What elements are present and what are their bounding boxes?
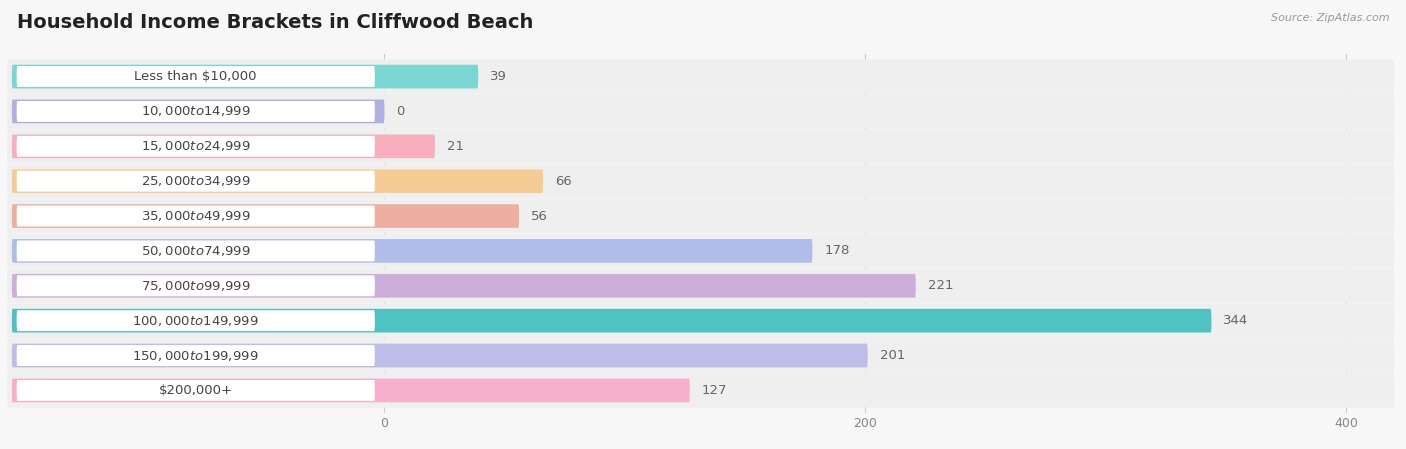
- FancyBboxPatch shape: [17, 206, 375, 226]
- Text: 21: 21: [447, 140, 464, 153]
- FancyBboxPatch shape: [11, 134, 434, 158]
- FancyBboxPatch shape: [17, 241, 375, 261]
- FancyBboxPatch shape: [11, 100, 384, 123]
- FancyBboxPatch shape: [7, 269, 1395, 303]
- FancyBboxPatch shape: [17, 380, 375, 401]
- Text: 178: 178: [824, 244, 849, 257]
- Text: 344: 344: [1223, 314, 1249, 327]
- FancyBboxPatch shape: [11, 379, 690, 402]
- Text: $150,000 to $199,999: $150,000 to $199,999: [132, 348, 259, 362]
- Text: 127: 127: [702, 384, 727, 397]
- Text: 0: 0: [396, 105, 405, 118]
- Text: $100,000 to $149,999: $100,000 to $149,999: [132, 314, 259, 328]
- Text: $15,000 to $24,999: $15,000 to $24,999: [141, 139, 250, 153]
- FancyBboxPatch shape: [17, 310, 375, 331]
- FancyBboxPatch shape: [7, 234, 1395, 268]
- FancyBboxPatch shape: [11, 169, 543, 193]
- Text: $35,000 to $49,999: $35,000 to $49,999: [141, 209, 250, 223]
- Text: $10,000 to $14,999: $10,000 to $14,999: [141, 105, 250, 119]
- FancyBboxPatch shape: [7, 304, 1395, 338]
- Text: 221: 221: [928, 279, 953, 292]
- FancyBboxPatch shape: [11, 343, 868, 367]
- FancyBboxPatch shape: [11, 274, 915, 298]
- Text: Source: ZipAtlas.com: Source: ZipAtlas.com: [1271, 13, 1389, 23]
- FancyBboxPatch shape: [17, 171, 375, 192]
- FancyBboxPatch shape: [7, 373, 1395, 408]
- Text: $75,000 to $99,999: $75,000 to $99,999: [141, 279, 250, 293]
- Text: 56: 56: [531, 210, 548, 223]
- Text: 201: 201: [880, 349, 905, 362]
- Text: 66: 66: [555, 175, 572, 188]
- FancyBboxPatch shape: [11, 239, 813, 263]
- FancyBboxPatch shape: [7, 164, 1395, 198]
- FancyBboxPatch shape: [7, 129, 1395, 163]
- FancyBboxPatch shape: [11, 65, 478, 88]
- FancyBboxPatch shape: [11, 204, 519, 228]
- Text: 39: 39: [491, 70, 508, 83]
- FancyBboxPatch shape: [7, 339, 1395, 373]
- FancyBboxPatch shape: [7, 94, 1395, 128]
- Text: $200,000+: $200,000+: [159, 384, 233, 397]
- Text: $25,000 to $34,999: $25,000 to $34,999: [141, 174, 250, 188]
- Text: $50,000 to $74,999: $50,000 to $74,999: [141, 244, 250, 258]
- FancyBboxPatch shape: [7, 59, 1395, 94]
- FancyBboxPatch shape: [17, 66, 375, 87]
- FancyBboxPatch shape: [17, 136, 375, 157]
- FancyBboxPatch shape: [11, 309, 1212, 333]
- FancyBboxPatch shape: [17, 101, 375, 122]
- Text: Less than $10,000: Less than $10,000: [135, 70, 257, 83]
- FancyBboxPatch shape: [17, 275, 375, 296]
- Text: Household Income Brackets in Cliffwood Beach: Household Income Brackets in Cliffwood B…: [17, 13, 533, 32]
- FancyBboxPatch shape: [7, 199, 1395, 233]
- FancyBboxPatch shape: [17, 345, 375, 366]
